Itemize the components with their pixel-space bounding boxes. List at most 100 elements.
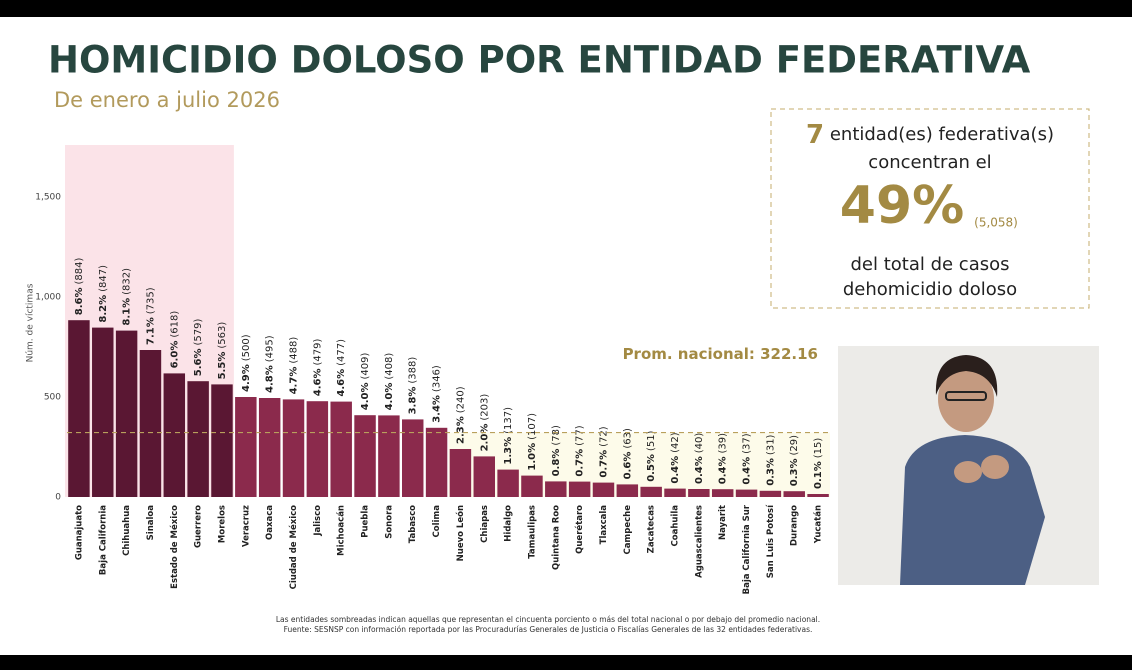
data-label-share: 2.0% — [479, 424, 490, 452]
slide: HOMICIDIO DOLOSO POR ENTIDAD FEDERATIVA … — [0, 17, 1132, 655]
data-label-share: 3.4% — [432, 395, 443, 423]
bar — [235, 397, 257, 497]
data-label: 4.7% (488) — [289, 337, 300, 395]
x-tick-label: Guerrero — [194, 505, 204, 548]
x-tick-label: Nuevo León — [455, 505, 466, 561]
bar — [68, 320, 90, 497]
data-label-count: (477) — [336, 339, 347, 366]
data-label: 0.7% (77) — [575, 425, 586, 476]
data-label-count: (37) — [742, 433, 753, 454]
data-label-share: 0.3% — [789, 458, 800, 486]
data-label-share: 4.6% — [312, 368, 323, 396]
data-label: 6.0% (618) — [169, 311, 180, 369]
data-label-count: (500) — [241, 334, 252, 361]
data-label-share: 8.1% — [122, 298, 133, 326]
bar — [711, 489, 734, 497]
data-label-share: 0.7% — [598, 450, 609, 478]
data-label-share: 4.6% — [336, 369, 347, 397]
x-tick-label: Sinaloa — [146, 505, 156, 541]
data-label-share: 2.3% — [455, 416, 466, 444]
data-label: 0.4% (39) — [718, 433, 729, 484]
bar — [402, 419, 424, 497]
data-label: 0.7% (72) — [598, 426, 609, 477]
data-label-share: 0.4% — [694, 456, 705, 484]
y-tick-label: 1,500 — [35, 193, 61, 203]
x-tick-label: Jalisco — [313, 505, 323, 537]
summary-total: (5,058) — [974, 216, 1018, 230]
data-label-share: 0.7% — [575, 449, 586, 477]
data-label-share: 8.2% — [98, 295, 109, 323]
x-tick-label: Colima — [432, 505, 442, 538]
x-tick-label: Michoacán — [337, 505, 347, 556]
data-label-share: 0.5% — [646, 454, 657, 482]
bar — [807, 494, 829, 497]
x-tick-label: Baja California — [98, 505, 108, 575]
data-label: 3.8% (388) — [408, 357, 419, 415]
x-tick-label: Veracruz — [241, 505, 251, 547]
data-label-share: 4.0% — [384, 383, 395, 411]
y-tick-label: 1,000 — [35, 293, 61, 303]
bar — [664, 488, 686, 497]
x-tick-label: Guanajuato — [74, 505, 84, 560]
bar — [139, 350, 162, 497]
data-label-share: 8.6% — [74, 287, 85, 315]
data-label-count: (563) — [217, 322, 228, 349]
data-label: 0.3% (29) — [789, 435, 800, 486]
data-label-count: (203) — [479, 394, 490, 421]
footnote: Las entidades sombreadas indican aquella… — [276, 615, 820, 624]
data-label: 4.6% (479) — [312, 338, 323, 396]
data-label-share: 0.4% — [742, 457, 753, 485]
bar — [354, 415, 376, 497]
data-label: 0.1% (15) — [813, 438, 824, 489]
data-label: 3.4% (346) — [432, 365, 443, 423]
bar — [592, 482, 615, 497]
data-label: 4.0% (409) — [360, 352, 371, 410]
data-label: 8.6% (884) — [74, 257, 85, 315]
chart-subtitle: De enero a julio 2026 — [54, 88, 280, 112]
x-tick-label: Quintana Roo — [551, 505, 561, 570]
x-tick-label: Oaxaca — [265, 505, 275, 540]
data-label-count: (42) — [670, 432, 681, 453]
data-label-count: (832) — [122, 268, 133, 295]
interpreter-video — [838, 346, 1099, 585]
data-label-count: (39) — [718, 433, 729, 454]
data-label: 0.8% (78) — [551, 425, 562, 476]
x-tick-label: Durango — [790, 505, 800, 546]
data-label: 2.0% (203) — [479, 394, 490, 452]
x-tick-label: Tlaxcala — [599, 505, 609, 545]
bar — [735, 489, 758, 497]
bar — [282, 399, 305, 497]
average-label: Prom. nacional: 322.16 — [623, 345, 818, 363]
x-tick-label: Campeche — [623, 505, 633, 555]
data-label-count: (78) — [551, 425, 562, 446]
data-label-count: (847) — [98, 265, 109, 292]
data-label-count: (409) — [360, 352, 371, 379]
bar — [187, 381, 209, 497]
data-label-count: (29) — [789, 435, 800, 456]
summary-count: 7 — [806, 120, 824, 150]
bar — [378, 415, 400, 497]
summary-text: entidad(es) federativa(s) — [824, 124, 1054, 145]
data-label: 7.1% (735) — [145, 287, 156, 345]
chart-title: HOMICIDIO DOLOSO POR ENTIDAD FEDERATIVA — [48, 39, 1031, 82]
data-label: 0.5% (51) — [646, 430, 657, 481]
data-label-count: (495) — [265, 335, 276, 362]
data-label-count: (31) — [765, 434, 776, 455]
data-label: 2.3% (240) — [455, 386, 466, 444]
data-label: 5.6% (579) — [193, 318, 204, 376]
x-tick-label: Sonora — [384, 505, 394, 539]
x-tick-label: Morelos — [217, 505, 227, 543]
data-label-share: 6.0% — [169, 341, 180, 369]
bar — [568, 481, 591, 497]
bar — [211, 384, 233, 497]
data-label: 4.9% (500) — [241, 334, 252, 392]
data-label: 1.0% (107) — [527, 413, 538, 471]
data-label: 1.3% (137) — [503, 407, 514, 465]
data-label-share: 4.8% — [265, 365, 276, 393]
data-label-share: 5.5% — [217, 352, 228, 380]
bar — [545, 481, 567, 497]
data-label-share: 4.0% — [360, 382, 371, 410]
bar — [306, 401, 329, 497]
x-tick-label: San Luis Potosí — [766, 504, 776, 578]
data-label-count: (15) — [813, 438, 824, 459]
